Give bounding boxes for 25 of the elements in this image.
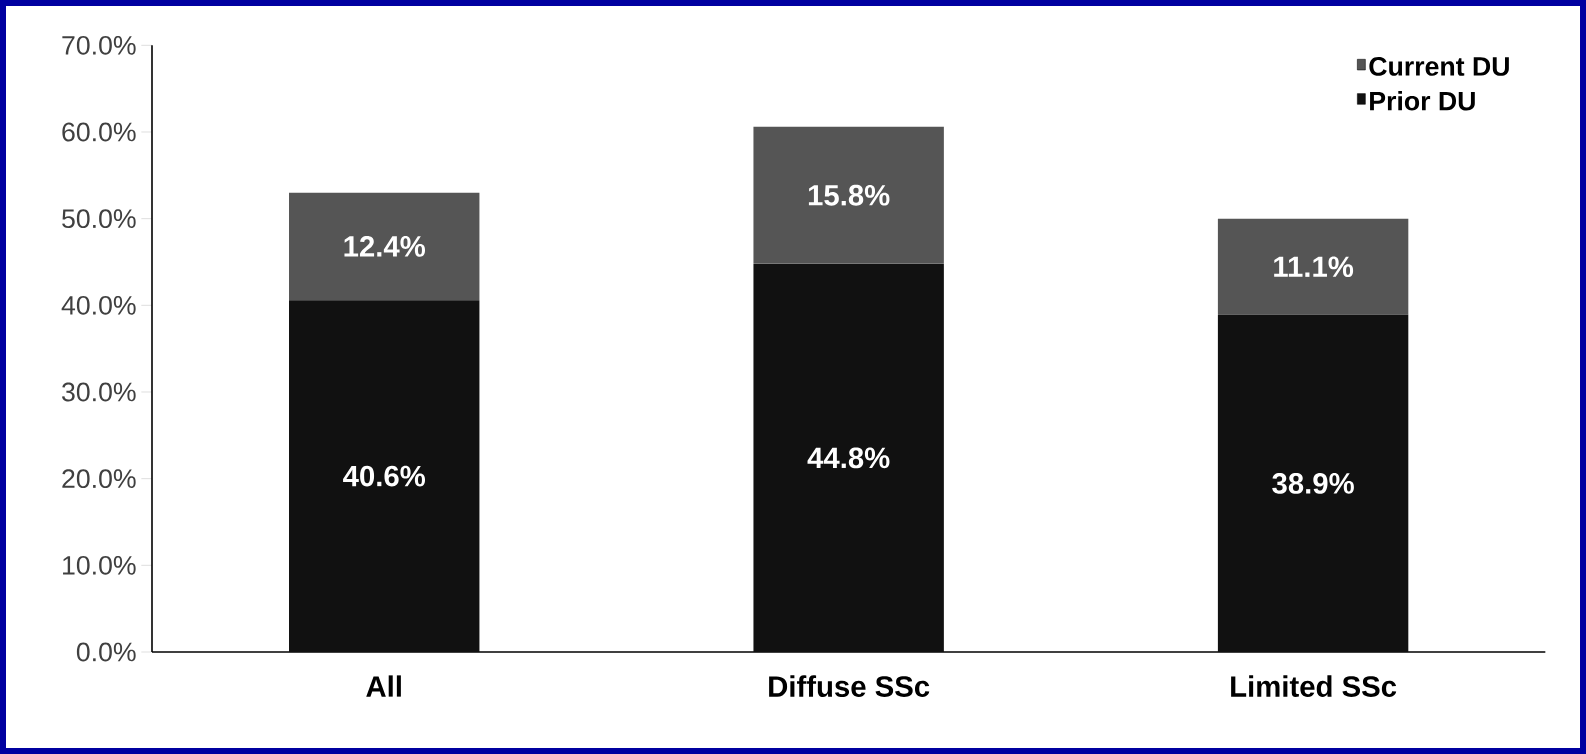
bar xyxy=(289,192,480,301)
y-tick-label: 0.0% xyxy=(76,642,136,662)
y-tick-label: 30.0% xyxy=(62,382,136,402)
y-tick-label: 10.0% xyxy=(63,555,136,575)
x-tick-label: Diffuse SSc xyxy=(769,675,930,697)
y-tick-label: 20.0% xyxy=(62,469,136,489)
bar xyxy=(753,263,944,652)
legend-label: Prior DU xyxy=(1370,90,1475,111)
legend-label: Current DU xyxy=(1369,57,1509,76)
data-label: 15.8% xyxy=(808,184,890,206)
y-tick-label: 60.0% xyxy=(62,122,136,142)
data-label: 38.9% xyxy=(1272,473,1354,494)
bar xyxy=(1217,314,1409,652)
bar xyxy=(289,300,480,652)
x-tick-label: Limited SSc xyxy=(1231,675,1397,697)
data-label: 44.8% xyxy=(807,447,890,469)
bar xyxy=(753,126,944,264)
x-tick-label: All xyxy=(366,675,401,697)
data-label: 12.4% xyxy=(344,236,426,257)
data-label: 11.1% xyxy=(1274,256,1354,278)
y-tick-label: 40.0% xyxy=(61,295,136,315)
y-tick-label: 50.0% xyxy=(62,209,136,229)
bar xyxy=(1217,218,1409,315)
data-label: 40.6% xyxy=(343,465,426,487)
y-tick-label: 70.0% xyxy=(62,35,136,55)
